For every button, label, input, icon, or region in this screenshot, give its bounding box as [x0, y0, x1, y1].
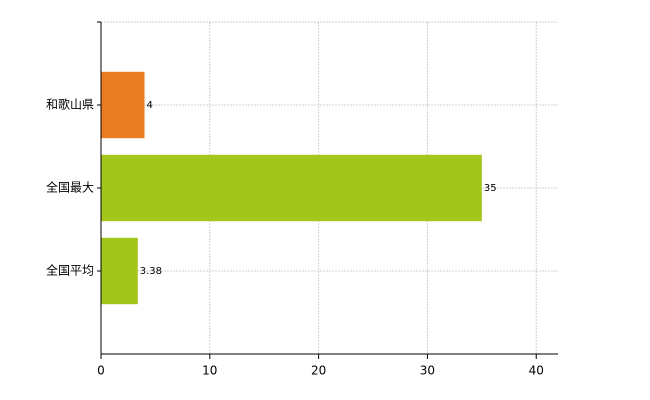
y-tick-label: 全国最大: [46, 180, 94, 195]
x-tick-label: 10: [202, 364, 217, 378]
x-tick-label: 30: [420, 364, 435, 378]
y-tick-label: 全国平均: [46, 263, 94, 278]
value-label: 4: [147, 100, 153, 111]
x-tick-label: 20: [311, 364, 326, 378]
x-tick-label: 40: [529, 364, 544, 378]
y-tick-label: 和歌山県: [46, 97, 94, 112]
x-tick-label: 0: [97, 364, 105, 378]
bar: [101, 154, 482, 222]
value-label: 35: [484, 183, 497, 194]
bar: [101, 237, 138, 305]
value-label: 3.38: [140, 266, 162, 277]
bar: [101, 71, 145, 139]
